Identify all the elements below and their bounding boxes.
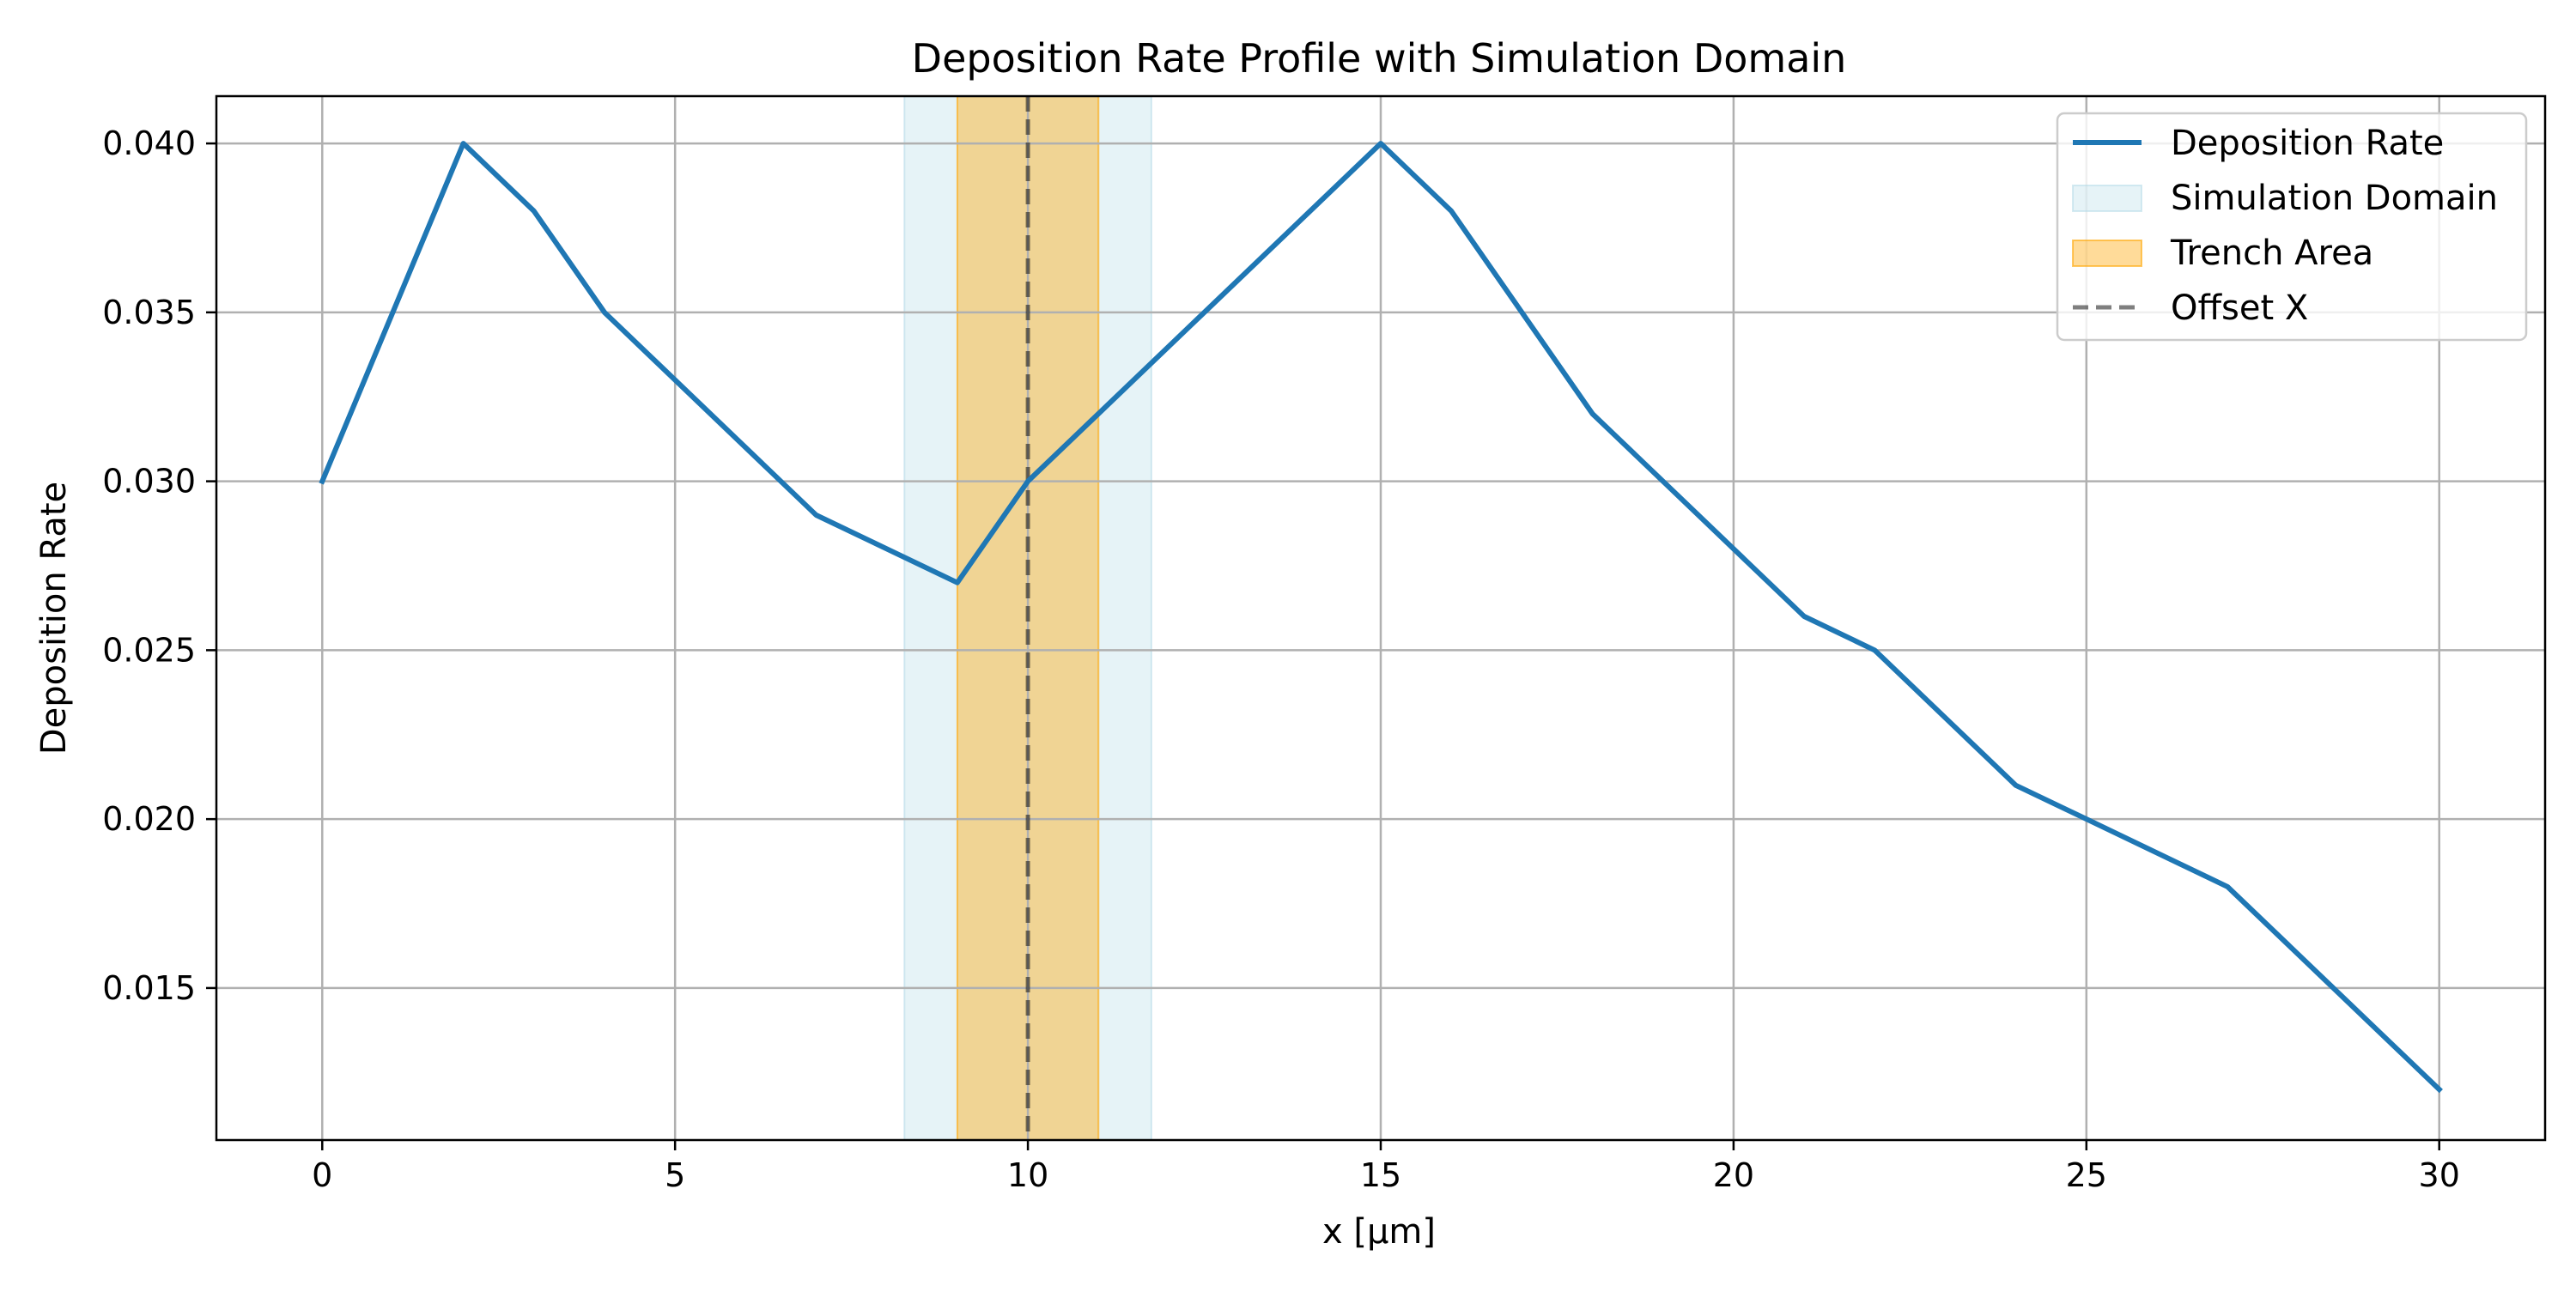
- data-point: [1381, 143, 1382, 144]
- data-point: [2015, 785, 2016, 786]
- x-axis-label: x [µm]: [1322, 1212, 1436, 1252]
- data-point: [463, 143, 464, 144]
- x-tick-label: 15: [1360, 1156, 1401, 1194]
- y-tick-label: 0.040: [102, 124, 196, 162]
- data-point: [2227, 886, 2228, 887]
- series-line-deposition-rate: [319, 141, 2443, 1094]
- y-axis-label: Deposition Rate: [34, 482, 74, 755]
- legend: Deposition Rate Simulation Domain Trench…: [2056, 112, 2528, 342]
- legend-swatch-simulation-domain: [2072, 185, 2142, 212]
- y-tick-label: 0.025: [102, 631, 196, 669]
- data-point: [533, 210, 534, 211]
- x-tick-label: 5: [665, 1156, 685, 1194]
- data-point: [1804, 616, 1805, 617]
- ticks-layer: 0 5 10 15 20 25 30 0.015 0.020 0.025 0.030 0.035 0.0…: [102, 124, 2460, 1194]
- series-layer: [319, 141, 2443, 1094]
- x-tick-label: 10: [1007, 1156, 1048, 1194]
- x-tick-label: 25: [2066, 1156, 2107, 1194]
- x-tick-label: 0: [312, 1156, 332, 1194]
- data-point: [816, 514, 817, 515]
- data-point: [1874, 650, 1875, 651]
- data-point: [2086, 819, 2087, 820]
- legend-box: [2056, 112, 2528, 342]
- legend-label-simulation-domain: Simulation Domain: [2171, 179, 2498, 218]
- data-point: [1028, 481, 1029, 482]
- y-tick-label: 0.020: [102, 800, 196, 838]
- legend-swatch-trench-area: [2072, 240, 2142, 267]
- legend-label-offset-x: Offset X: [2171, 288, 2308, 328]
- x-tick-label: 20: [1713, 1156, 1754, 1194]
- y-tick-label: 0.015: [102, 969, 196, 1007]
- data-point: [1451, 210, 1452, 211]
- chart-title: Deposition Rate Profile with Simulation …: [912, 35, 1847, 82]
- legend-label-trench-area: Trench Area: [2170, 234, 2373, 273]
- y-tick-label: 0.035: [102, 294, 196, 331]
- data-point: [1592, 413, 1593, 414]
- y-tick-label: 0.030: [102, 463, 196, 500]
- x-tick-label: 30: [2419, 1156, 2460, 1194]
- legend-label-deposition-rate: Deposition Rate: [2171, 124, 2444, 163]
- data-point: [322, 481, 323, 482]
